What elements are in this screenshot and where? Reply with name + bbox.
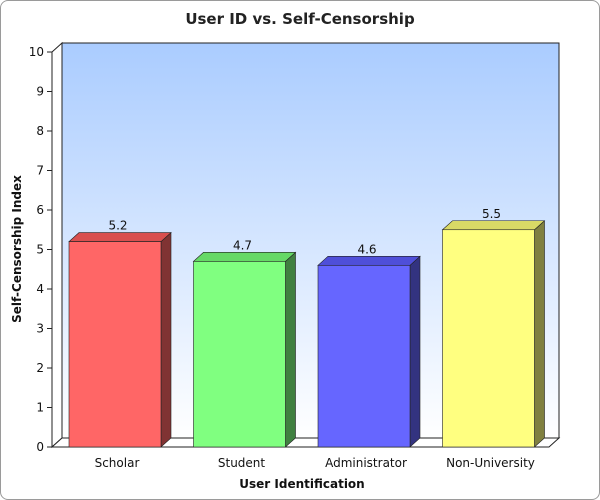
x-category-label: Non-University (446, 456, 535, 470)
x-axis-categories: Scholar Student Administrator Non-Universit… (95, 456, 535, 470)
data-label: 5.2 (108, 219, 127, 233)
data-label: 5.5 (482, 207, 501, 221)
y-tick-label: 0 (36, 440, 44, 454)
bar[interactable] (317, 264, 411, 448)
y-tick-label: 8 (36, 124, 44, 138)
bar-side (160, 231, 172, 448)
y-tick-label: 5 (36, 243, 44, 257)
chart-title: User ID vs. Self-Censorship (185, 10, 415, 28)
y-tick-label: 9 (36, 85, 44, 99)
bar[interactable] (193, 261, 286, 448)
bar-top (192, 252, 297, 262)
y-tick-label: 4 (36, 282, 44, 296)
bar[interactable] (68, 241, 162, 448)
data-label: 4.7 (233, 238, 252, 252)
y-tick-label: 3 (36, 322, 44, 336)
y-tick-label: 10 (29, 45, 44, 59)
x-category-label: Administrator (325, 456, 407, 470)
x-category-label: Scholar (95, 456, 140, 470)
y-tick-label: 2 (36, 361, 44, 375)
bar-top (317, 255, 421, 266)
x-axis-title: User Identification (239, 477, 364, 491)
bar-side (409, 255, 421, 448)
y-tick-label: 6 (36, 203, 44, 217)
bar-side (285, 251, 296, 448)
bar-side (534, 220, 545, 448)
bar-top (441, 220, 546, 231)
bars: 5.2 4.7 4.6 5.5 (68, 207, 546, 448)
y-tick-label: 1 (36, 401, 44, 415)
data-label: 4.6 (357, 242, 376, 256)
y-axis-ticks: 0 1 2 3 4 5 6 7 8 9 10 (29, 45, 52, 454)
y-tick-label: 7 (36, 164, 44, 178)
y-axis-title: Self-Censorship Index (10, 175, 24, 323)
bar[interactable] (442, 229, 535, 448)
plot-left-wall (51, 41, 63, 449)
bar-top (68, 232, 172, 242)
x-category-label: Student (218, 456, 266, 470)
